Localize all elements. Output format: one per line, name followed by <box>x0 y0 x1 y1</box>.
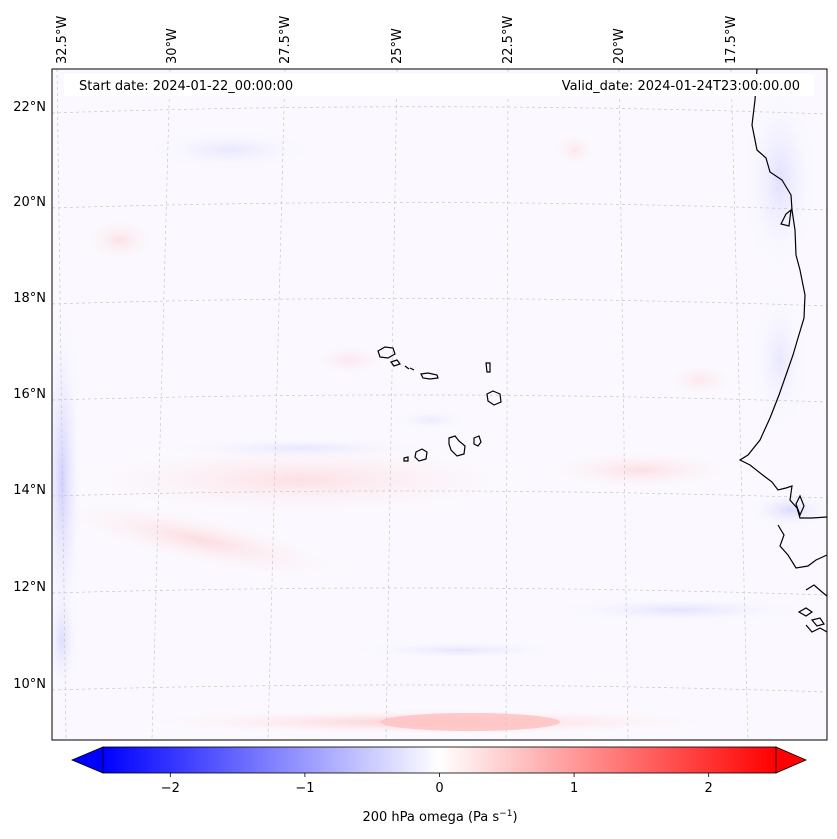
lat-label-10n: 10°N <box>13 677 46 692</box>
date-header-band <box>64 74 814 96</box>
lat-label-20n: 20°N <box>13 195 46 210</box>
lon-label-20w: 20°W <box>612 28 627 64</box>
colorbar-gradient <box>102 746 777 774</box>
colorbar-ticks: −2 −1 0 1 2 <box>161 773 713 796</box>
start-date: Start date: 2024-01-22_00:00:00 <box>79 79 293 94</box>
colorbar: −2 −1 0 1 2 200 hPa omega (Pa s−1) <box>70 746 808 825</box>
lat-label-18n: 18°N <box>13 291 46 306</box>
lon-label-25w: 25°W <box>390 28 405 64</box>
map-frame <box>51 68 828 741</box>
cape-verde-islands <box>377 346 502 462</box>
lat-label-22n: 22°N <box>13 100 46 115</box>
lat-label-14n: 14°N <box>13 483 46 498</box>
colorbar-tick-label: 2 <box>705 781 713 796</box>
lat-label-16n: 16°N <box>13 387 46 402</box>
latitude-labels: 22°N 20°N 18°N 16°N 14°N 12°N 10°N <box>13 100 46 692</box>
lon-label-27.5w: 27.5°W <box>278 16 293 64</box>
colorbar-tick-label: 0 <box>435 781 443 796</box>
colorbar-tick-label: 1 <box>570 781 578 796</box>
colorbar-label: 200 hPa omega (Pa s−1) <box>362 809 517 825</box>
lon-label-30w: 30°W <box>165 28 180 64</box>
graticule <box>52 69 827 740</box>
colorbar-tick-label: −1 <box>295 781 314 796</box>
lon-label-17.5w: 17.5°W <box>724 16 739 64</box>
colorbar-extend-high <box>775 746 808 774</box>
valid-date: Valid_date: 2024-01-24T23:00:00.00 <box>562 79 800 94</box>
longitude-labels: 32.5°W 30°W 27.5°W 25°W 22.5°W 20°W 17.5… <box>55 16 739 64</box>
lon-label-32.5w: 32.5°W <box>55 16 70 64</box>
lat-label-12n: 12°N <box>13 580 46 595</box>
omega-field <box>52 69 827 740</box>
coastline <box>738 69 827 633</box>
lon-label-22.5w: 22.5°W <box>501 16 516 64</box>
colorbar-extend-low <box>70 746 104 774</box>
colorbar-tick-label: −2 <box>161 781 180 796</box>
